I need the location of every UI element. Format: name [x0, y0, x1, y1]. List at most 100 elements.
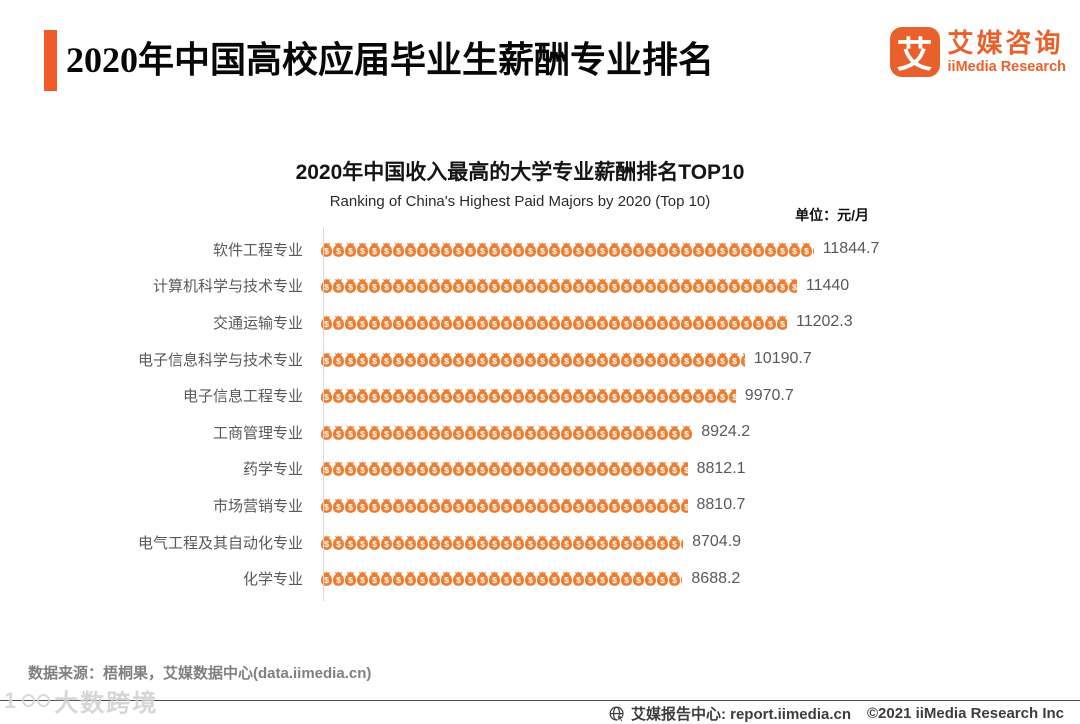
svg-text:$: $	[552, 282, 557, 292]
svg-text:$: $	[564, 465, 569, 475]
svg-text:$: $	[492, 429, 497, 439]
svg-text:$: $	[684, 246, 689, 256]
svg-text:$: $	[384, 539, 389, 549]
svg-text:$: $	[408, 429, 413, 439]
money-bag-icon: $	[549, 278, 560, 294]
svg-text:$: $	[576, 282, 581, 292]
svg-text:$: $	[468, 429, 473, 439]
money-bag-icon: $	[345, 388, 356, 404]
money-bag-icon: $	[477, 242, 488, 257]
svg-text:$: $	[636, 392, 641, 402]
svg-text:$: $	[588, 465, 593, 475]
svg-text:$: $	[588, 282, 593, 292]
bar-value: 8924.2	[701, 423, 751, 441]
svg-text:$: $	[564, 575, 569, 585]
svg-text:$: $	[468, 319, 473, 329]
money-bag-icon: $	[381, 425, 392, 440]
svg-text:$: $	[744, 282, 749, 292]
svg-text:$: $	[636, 282, 641, 292]
svg-text:$: $	[348, 319, 353, 329]
money-bag-icon: $	[765, 278, 776, 294]
svg-text:$: $	[708, 392, 713, 402]
money-bag-icon: $	[573, 388, 584, 404]
money-bag-icon: $	[525, 571, 536, 586]
money-bag-icon: $	[705, 388, 716, 404]
money-bag-icon: $	[333, 278, 344, 294]
svg-text:$: $	[408, 246, 413, 256]
money-bag-icon: $	[549, 315, 560, 330]
money-bag-icon: $	[513, 352, 524, 367]
svg-text:$: $	[468, 356, 473, 366]
money-bag-icon: $	[441, 571, 452, 586]
svg-text:$: $	[384, 429, 389, 439]
svg-text:$: $	[384, 502, 389, 512]
pictogram-bar: $$$$$$$$$$$$$$$$$$$$$$$$$$$$$$$$	[321, 461, 688, 477]
chart-row: 软件工程专业 $ $ $ $ $ $ $ $ $ $ $ $ $ $ $ $ $ $ $ $ $ $ $ $ $ $ $ $ $ $ $ $ $ $…	[30, 231, 1060, 268]
svg-text:$: $	[336, 575, 341, 585]
svg-text:$: $	[612, 575, 617, 585]
svg-text:$: $	[348, 502, 353, 512]
money-bag-icon: $	[441, 534, 452, 550]
money-bag-icon: $	[657, 278, 668, 294]
svg-text:$: $	[708, 246, 713, 256]
svg-text:$: $	[504, 282, 509, 292]
svg-text:$: $	[492, 465, 497, 475]
money-bag-icon: $	[633, 315, 644, 330]
money-bag-icon: $	[813, 247, 814, 255]
money-bag-icon: $	[513, 571, 524, 586]
money-bag-icon: $	[417, 571, 428, 586]
svg-text:$: $	[540, 429, 545, 439]
svg-text:$: $	[420, 539, 425, 549]
money-bag-icon: $	[789, 242, 800, 257]
svg-text:$: $	[720, 282, 725, 292]
svg-text:$: $	[552, 356, 557, 366]
bar-label: 市场营销专业	[212, 497, 303, 515]
money-bag-icon: $	[477, 388, 488, 404]
svg-text:$: $	[420, 465, 425, 475]
money-bag-icon: $	[633, 534, 644, 550]
money-bag-icon: $	[405, 498, 416, 513]
svg-text:$: $	[564, 392, 569, 402]
svg-text:$: $	[576, 319, 581, 329]
svg-text:$: $	[720, 356, 725, 366]
money-bag-icon: $	[597, 242, 608, 257]
money-bag-icon: $	[753, 315, 764, 330]
money-bag-icon: $	[693, 315, 704, 330]
money-bag-icon: $	[441, 461, 452, 477]
svg-text:$: $	[384, 282, 389, 292]
svg-text:$: $	[564, 502, 569, 512]
chart-row: 电气工程及其自动化专业 $ $ $ $ $ $ $ $ $ $ $ $ $ $ $ $ $ $ $ $ $ $ $ $ $ $ $ $ $…	[30, 524, 1060, 561]
svg-text:$: $	[660, 282, 665, 292]
money-bag-icon: $	[777, 242, 788, 257]
svg-text:$: $	[672, 392, 677, 402]
svg-text:$: $	[336, 392, 341, 402]
svg-text:$: $	[456, 465, 461, 475]
chart-title: 2020年中国收入最高的大学专业薪酬排名TOP10	[295, 161, 745, 184]
money-bag-icon: $	[597, 278, 608, 294]
svg-text:$: $	[720, 246, 725, 256]
money-bag-icon: $	[657, 242, 668, 257]
svg-text:$: $	[396, 465, 401, 475]
svg-text:$: $	[624, 356, 629, 366]
chart-row: 化学专业$$$$$$$$$$$$$$$$$$$$$$$$$$$$$$$$8688…	[30, 560, 1060, 597]
money-bag-icon: $	[789, 278, 797, 294]
svg-text:$: $	[672, 429, 677, 439]
bar-label: 软件工程专业	[212, 241, 303, 259]
money-bag-icon: $	[429, 242, 440, 257]
money-bag-icon: $	[645, 498, 656, 513]
svg-text:$: $	[684, 282, 689, 292]
money-bag-icon: $	[777, 278, 788, 294]
svg-text:$: $	[636, 575, 641, 585]
money-bag-icon: $	[585, 425, 596, 440]
money-bag-icon: $	[513, 315, 524, 330]
svg-text:$: $	[396, 539, 401, 549]
svg-text:$: $	[372, 465, 377, 475]
money-bag-icon: $	[321, 352, 332, 367]
money-bag-icon: $	[561, 571, 572, 586]
bar-value: 8688.2	[691, 569, 741, 587]
svg-text:$: $	[732, 282, 737, 292]
money-bag-icon: $	[645, 425, 656, 440]
svg-text:$: $	[396, 246, 401, 256]
svg-text:$: $	[336, 282, 341, 292]
svg-text:$: $	[684, 465, 688, 475]
